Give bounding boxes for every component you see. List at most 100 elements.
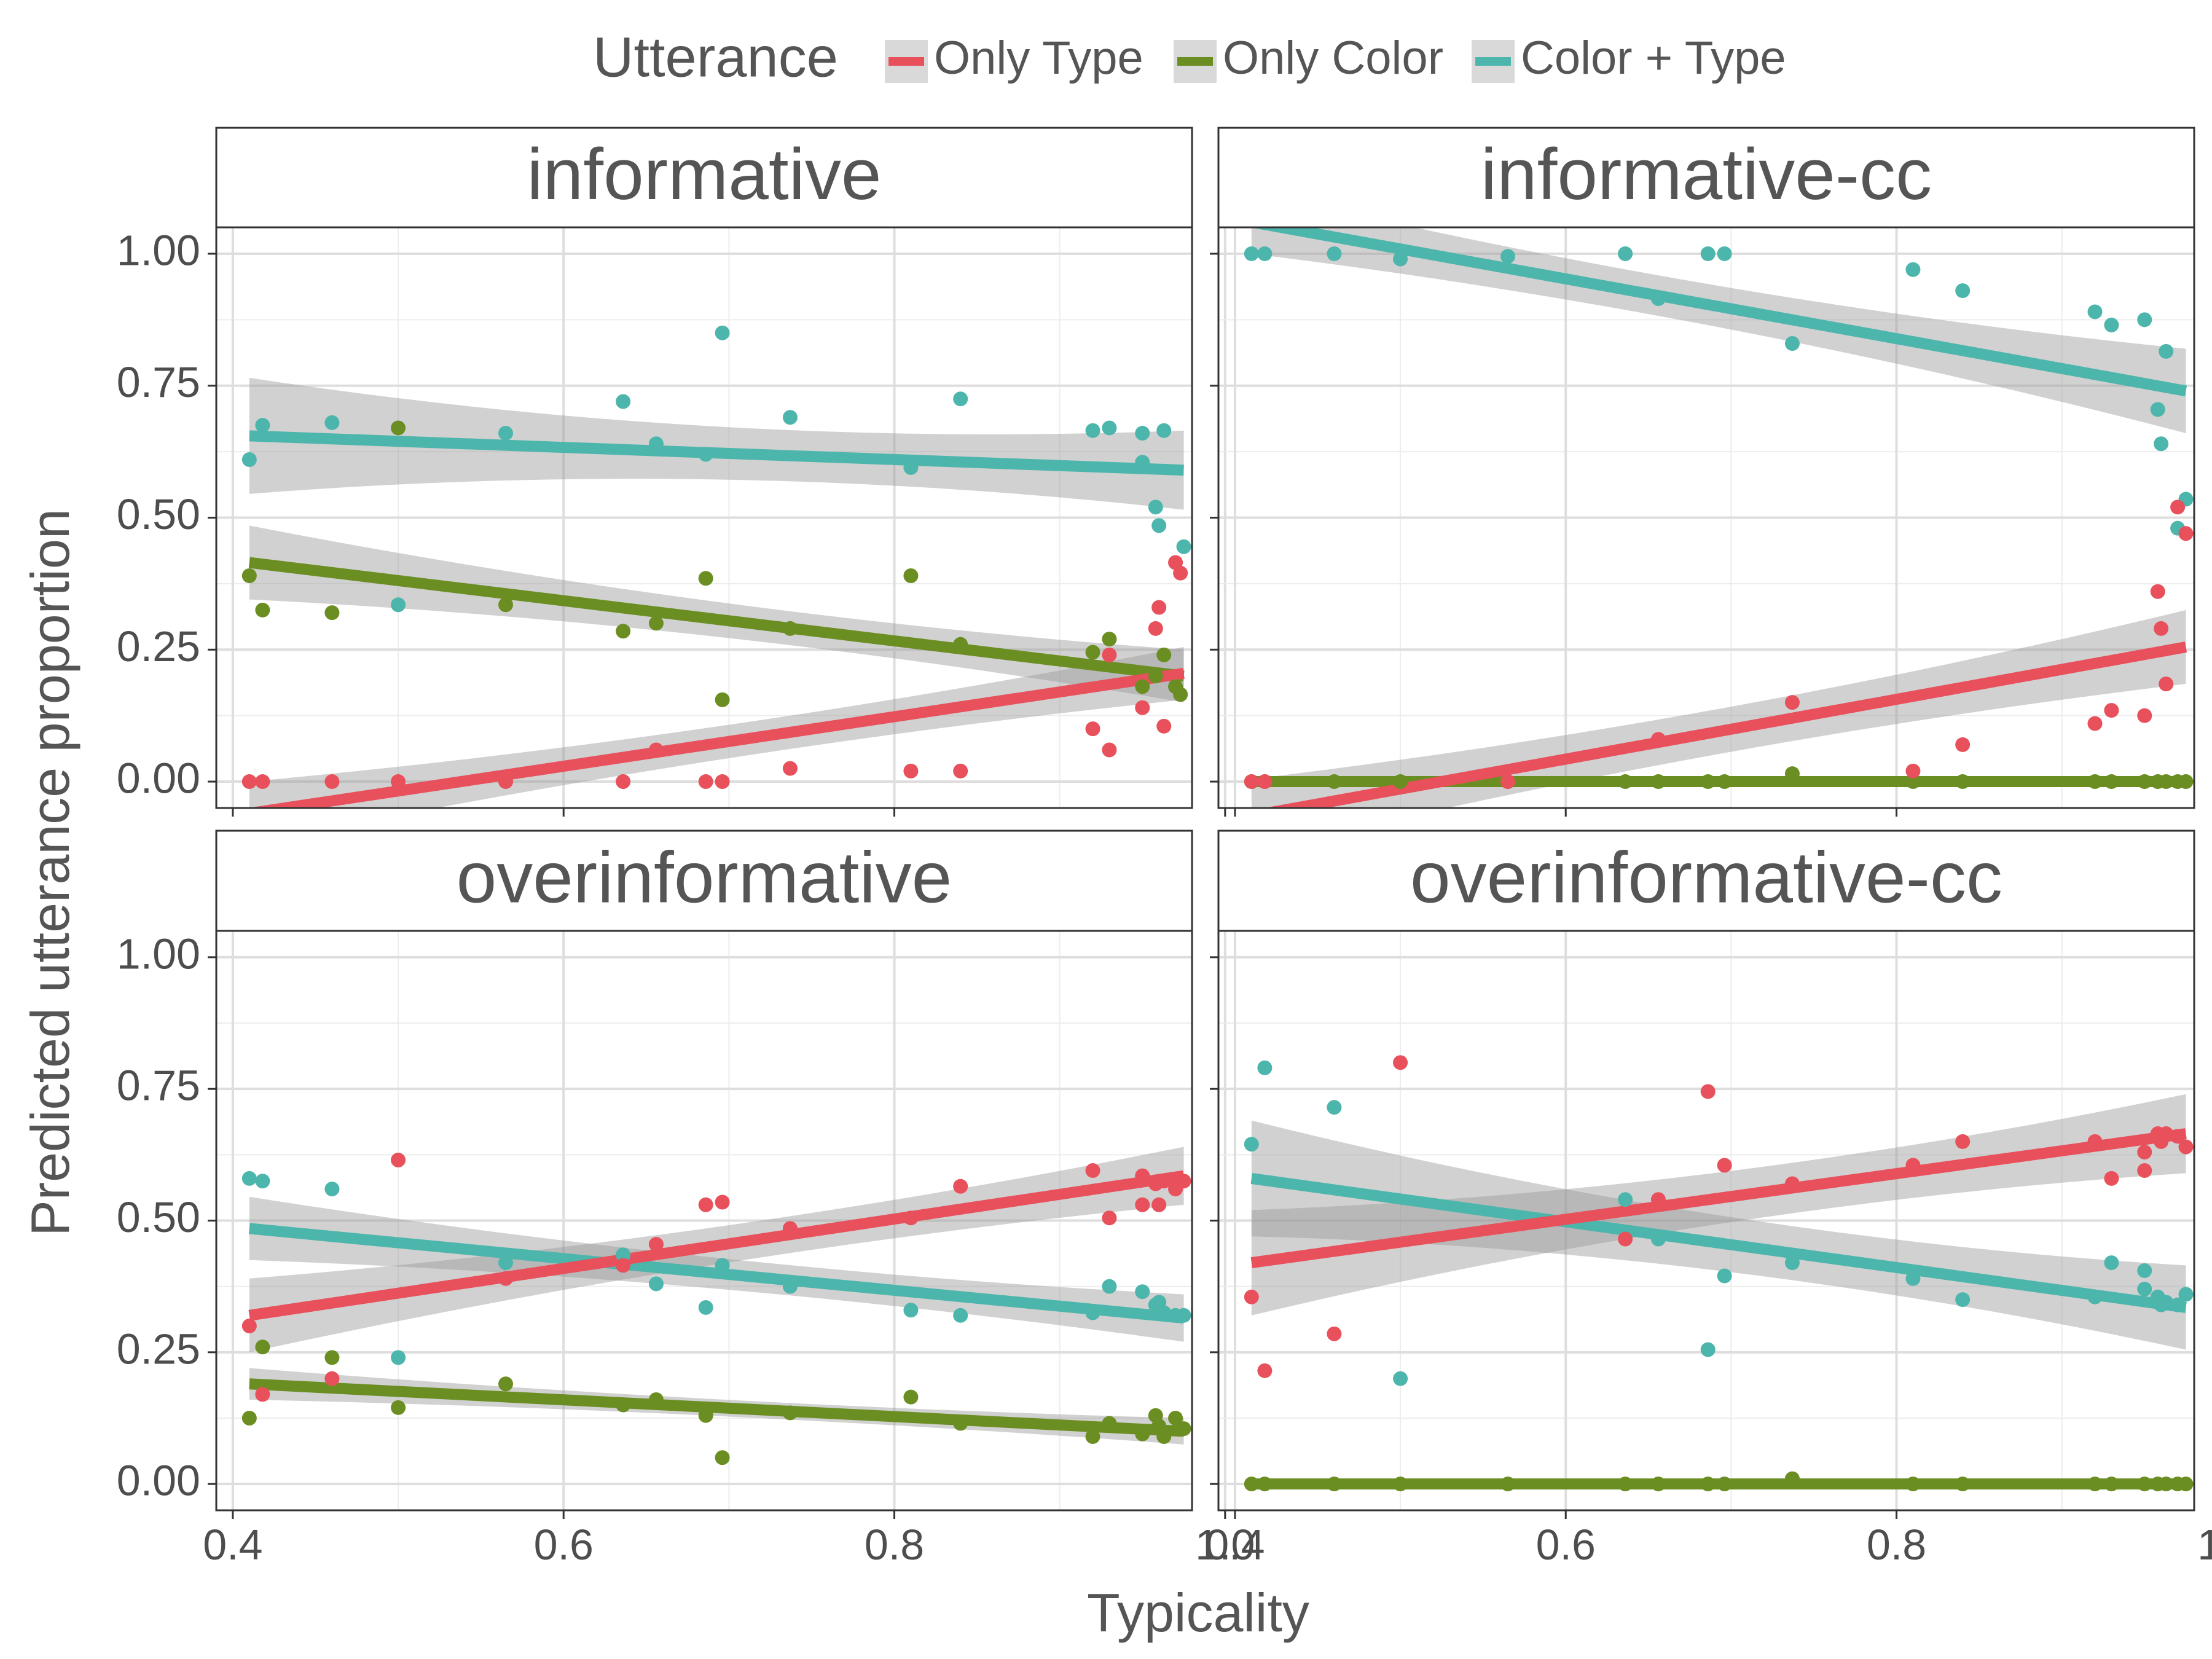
point-only-type: [1717, 1158, 1732, 1173]
point-color-type: [1176, 539, 1191, 554]
trend-line-only-type: [1264, 641, 2187, 808]
x-tick-label: 0.6: [534, 1521, 594, 1569]
point-only-color: [255, 1339, 270, 1355]
point-color-type: [648, 1276, 664, 1292]
point-only-type: [1102, 647, 1117, 662]
panel-title: overinformative: [457, 837, 952, 919]
y-tick-label: 1.00: [117, 226, 200, 274]
point-only-color: [324, 1350, 340, 1365]
panel-gridlines: [1218, 227, 2194, 808]
panel-title: informative-cc: [1481, 134, 1932, 215]
point-only-color: [715, 692, 730, 707]
y-axis: 0.00 0.25 0.50 0.75 1.00: [117, 226, 216, 802]
point-only-color: [1700, 774, 1716, 790]
y-tick-label: 0.25: [117, 622, 200, 670]
panel-strip: [215, 830, 1193, 932]
x-tick-label: 1.0: [1195, 1521, 1255, 1569]
point-only-type: [1618, 1231, 1633, 1247]
point-color-type: [715, 1258, 730, 1273]
point-only-type: [1244, 774, 1259, 790]
point-color-type: [616, 394, 631, 409]
point-only-type: [2159, 1126, 2174, 1142]
point-color-type: [1327, 246, 1342, 261]
point-color-type: [1905, 262, 1921, 277]
y-tick-label: 0.50: [117, 490, 200, 538]
point-only-type: [1955, 1134, 1971, 1149]
y-tick-label: 1.00: [117, 930, 200, 978]
trend-line-only-type: [1250, 1128, 2187, 1268]
point-only-type: [1327, 1326, 1342, 1341]
panel-data: [1244, 227, 2194, 808]
point-color-type: [1784, 1255, 1800, 1271]
point-color-type: [1135, 1284, 1150, 1300]
point-only-type: [1784, 1176, 1800, 1191]
point-only-color: [616, 1397, 631, 1413]
x-tick-label: 0.4: [203, 1521, 262, 1569]
point-color-type: [2170, 1297, 2186, 1312]
point-only-type: [391, 774, 406, 790]
point-color-type: [255, 418, 270, 433]
legend-label-only-color: Only Color: [1223, 32, 1443, 84]
panel-strip: [1217, 127, 2195, 229]
y-tick-label: 0.75: [117, 358, 200, 406]
point-color-type: [2137, 1263, 2152, 1278]
point-only-color: [1168, 1410, 1183, 1426]
point-only-color: [1784, 1471, 1800, 1486]
point-only-type: [2178, 1139, 2194, 1155]
point-only-type: [1085, 721, 1100, 737]
point-color-type: [1257, 246, 1273, 261]
point-only-color: [391, 1400, 406, 1415]
point-only-type: [1085, 1163, 1100, 1179]
point-only-type: [391, 1152, 406, 1167]
point-only-type: [2170, 1129, 2186, 1144]
point-only-color: [2178, 1477, 2194, 1492]
point-only-type: [953, 1179, 968, 1194]
point-only-color: [1650, 1477, 1666, 1492]
point-only-type: [2137, 1145, 2152, 1160]
point-only-type: [1135, 1197, 1150, 1212]
trend-line-only-color: [249, 1378, 1184, 1437]
point-color-type: [1700, 1342, 1716, 1357]
point-color-type: [498, 426, 514, 441]
point-only-type: [1955, 737, 1971, 752]
legend-item-color-type: Color + Type: [1472, 32, 1786, 84]
x-tick-label: 1.0: [2197, 1521, 2212, 1569]
point-only-color: [1393, 774, 1408, 790]
confidence-band-only-type: [249, 646, 1184, 808]
panel-strip: [1217, 830, 2195, 932]
point-color-type: [241, 452, 257, 467]
trend-line-color-type: [1250, 1173, 2187, 1313]
point-only-color: [391, 420, 406, 436]
point-only-type: [1176, 1174, 1191, 1189]
point-only-type: [1173, 565, 1188, 581]
point-only-type: [241, 774, 257, 790]
point-color-type: [2137, 312, 2152, 327]
point-color-type: [1135, 426, 1150, 441]
point-color-type: [1151, 518, 1167, 533]
confidence-bands: [1251, 227, 2186, 808]
panel-data: [241, 1147, 1191, 1465]
point-only-type: [1151, 1197, 1167, 1212]
point-only-color: [1085, 645, 1100, 660]
trend-line-color-type: [248, 1223, 1185, 1324]
point-only-type: [2154, 621, 2169, 636]
point-color-type: [2104, 317, 2119, 332]
point-color-type: [1955, 1292, 1971, 1308]
point-only-type: [715, 774, 730, 790]
point-only-color: [1102, 632, 1117, 647]
point-only-type: [241, 1318, 257, 1333]
point-only-type: [698, 1197, 713, 1212]
point-only-color: [241, 568, 257, 583]
panel-informative: informative 0.00 0.25 0.50 0.75 1.00: [117, 127, 1226, 817]
point-only-type: [1102, 742, 1117, 758]
point-only-color: [2137, 774, 2152, 790]
trend-lines: [248, 1170, 1185, 1437]
point-only-type: [1393, 1055, 1408, 1070]
legend-items: Only Type Only Color Color + Type: [885, 32, 1786, 84]
point-color-type: [255, 1174, 270, 1189]
point-color-type: [2087, 304, 2103, 320]
point-only-color: [1717, 1477, 1732, 1492]
point-only-type: [2087, 1134, 2103, 1149]
point-only-color: [498, 1376, 514, 1392]
point-only-type: [255, 774, 270, 790]
